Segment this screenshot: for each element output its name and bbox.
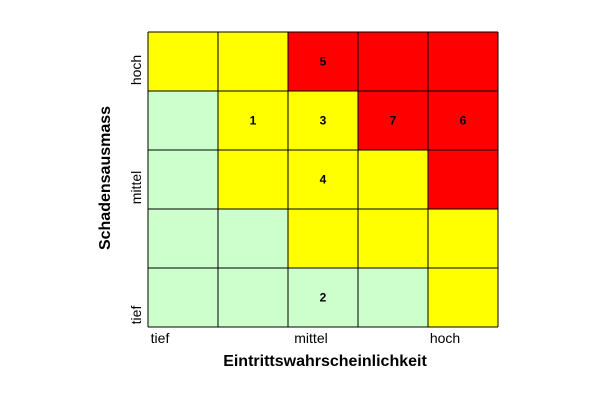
risk-item-4: 4 (320, 173, 327, 187)
risk-item-6: 6 (460, 114, 467, 128)
risk-item-7: 7 (390, 114, 397, 128)
matrix-cell-medium (358, 209, 428, 268)
y-tick-mittel: mittel (128, 171, 144, 204)
risk-item-1: 1 (250, 114, 257, 128)
y-tick-tief: tief (128, 306, 144, 325)
matrix-cells (148, 32, 498, 327)
matrix-cell-low (148, 91, 218, 150)
matrix-cell-medium (218, 150, 288, 209)
matrix-cell-high (428, 150, 498, 209)
x-tick-tief: tief (151, 330, 170, 346)
matrix-cell-high (428, 91, 498, 150)
matrix-cell-low (358, 268, 428, 327)
matrix-cell-high (358, 91, 428, 150)
matrix-grid (147, 31, 499, 328)
matrix-cell-low (148, 268, 218, 327)
y-axis-title: Schadensausmass (97, 106, 114, 250)
risk-item-3: 3 (320, 114, 327, 128)
matrix-cell-medium (358, 150, 428, 209)
matrix-cell-low (148, 150, 218, 209)
matrix-cell-low (148, 209, 218, 268)
matrix-cell-medium (428, 268, 498, 327)
x-tick-mittel: mittel (294, 330, 327, 346)
risk-item-2: 2 (320, 291, 327, 305)
risk-item-5: 5 (320, 55, 327, 69)
matrix-cell-medium (218, 32, 288, 91)
y-tick-hoch: hoch (128, 55, 144, 85)
y-axis-ticks: tief mittel hoch (128, 55, 144, 325)
matrix-cell-low (288, 268, 358, 327)
matrix-cell-medium (218, 91, 288, 150)
matrix-cell-high (428, 32, 498, 91)
matrix-cell-medium (288, 209, 358, 268)
risk-item-labels: 5 1 3 7 6 4 2 (250, 55, 467, 305)
matrix-cell-high (288, 32, 358, 91)
x-axis-ticks: tief mittel hoch (151, 330, 461, 346)
x-axis-title: Eintrittswahrscheinlichkeit (223, 353, 427, 370)
matrix-cell-medium (288, 150, 358, 209)
matrix-cell-high (358, 32, 428, 91)
x-tick-hoch: hoch (430, 330, 460, 346)
matrix-cell-medium (288, 91, 358, 150)
matrix-cell-low (218, 268, 288, 327)
matrix-cell-medium (428, 209, 498, 268)
matrix-cell-low (218, 209, 288, 268)
matrix-cell-medium (148, 32, 218, 91)
